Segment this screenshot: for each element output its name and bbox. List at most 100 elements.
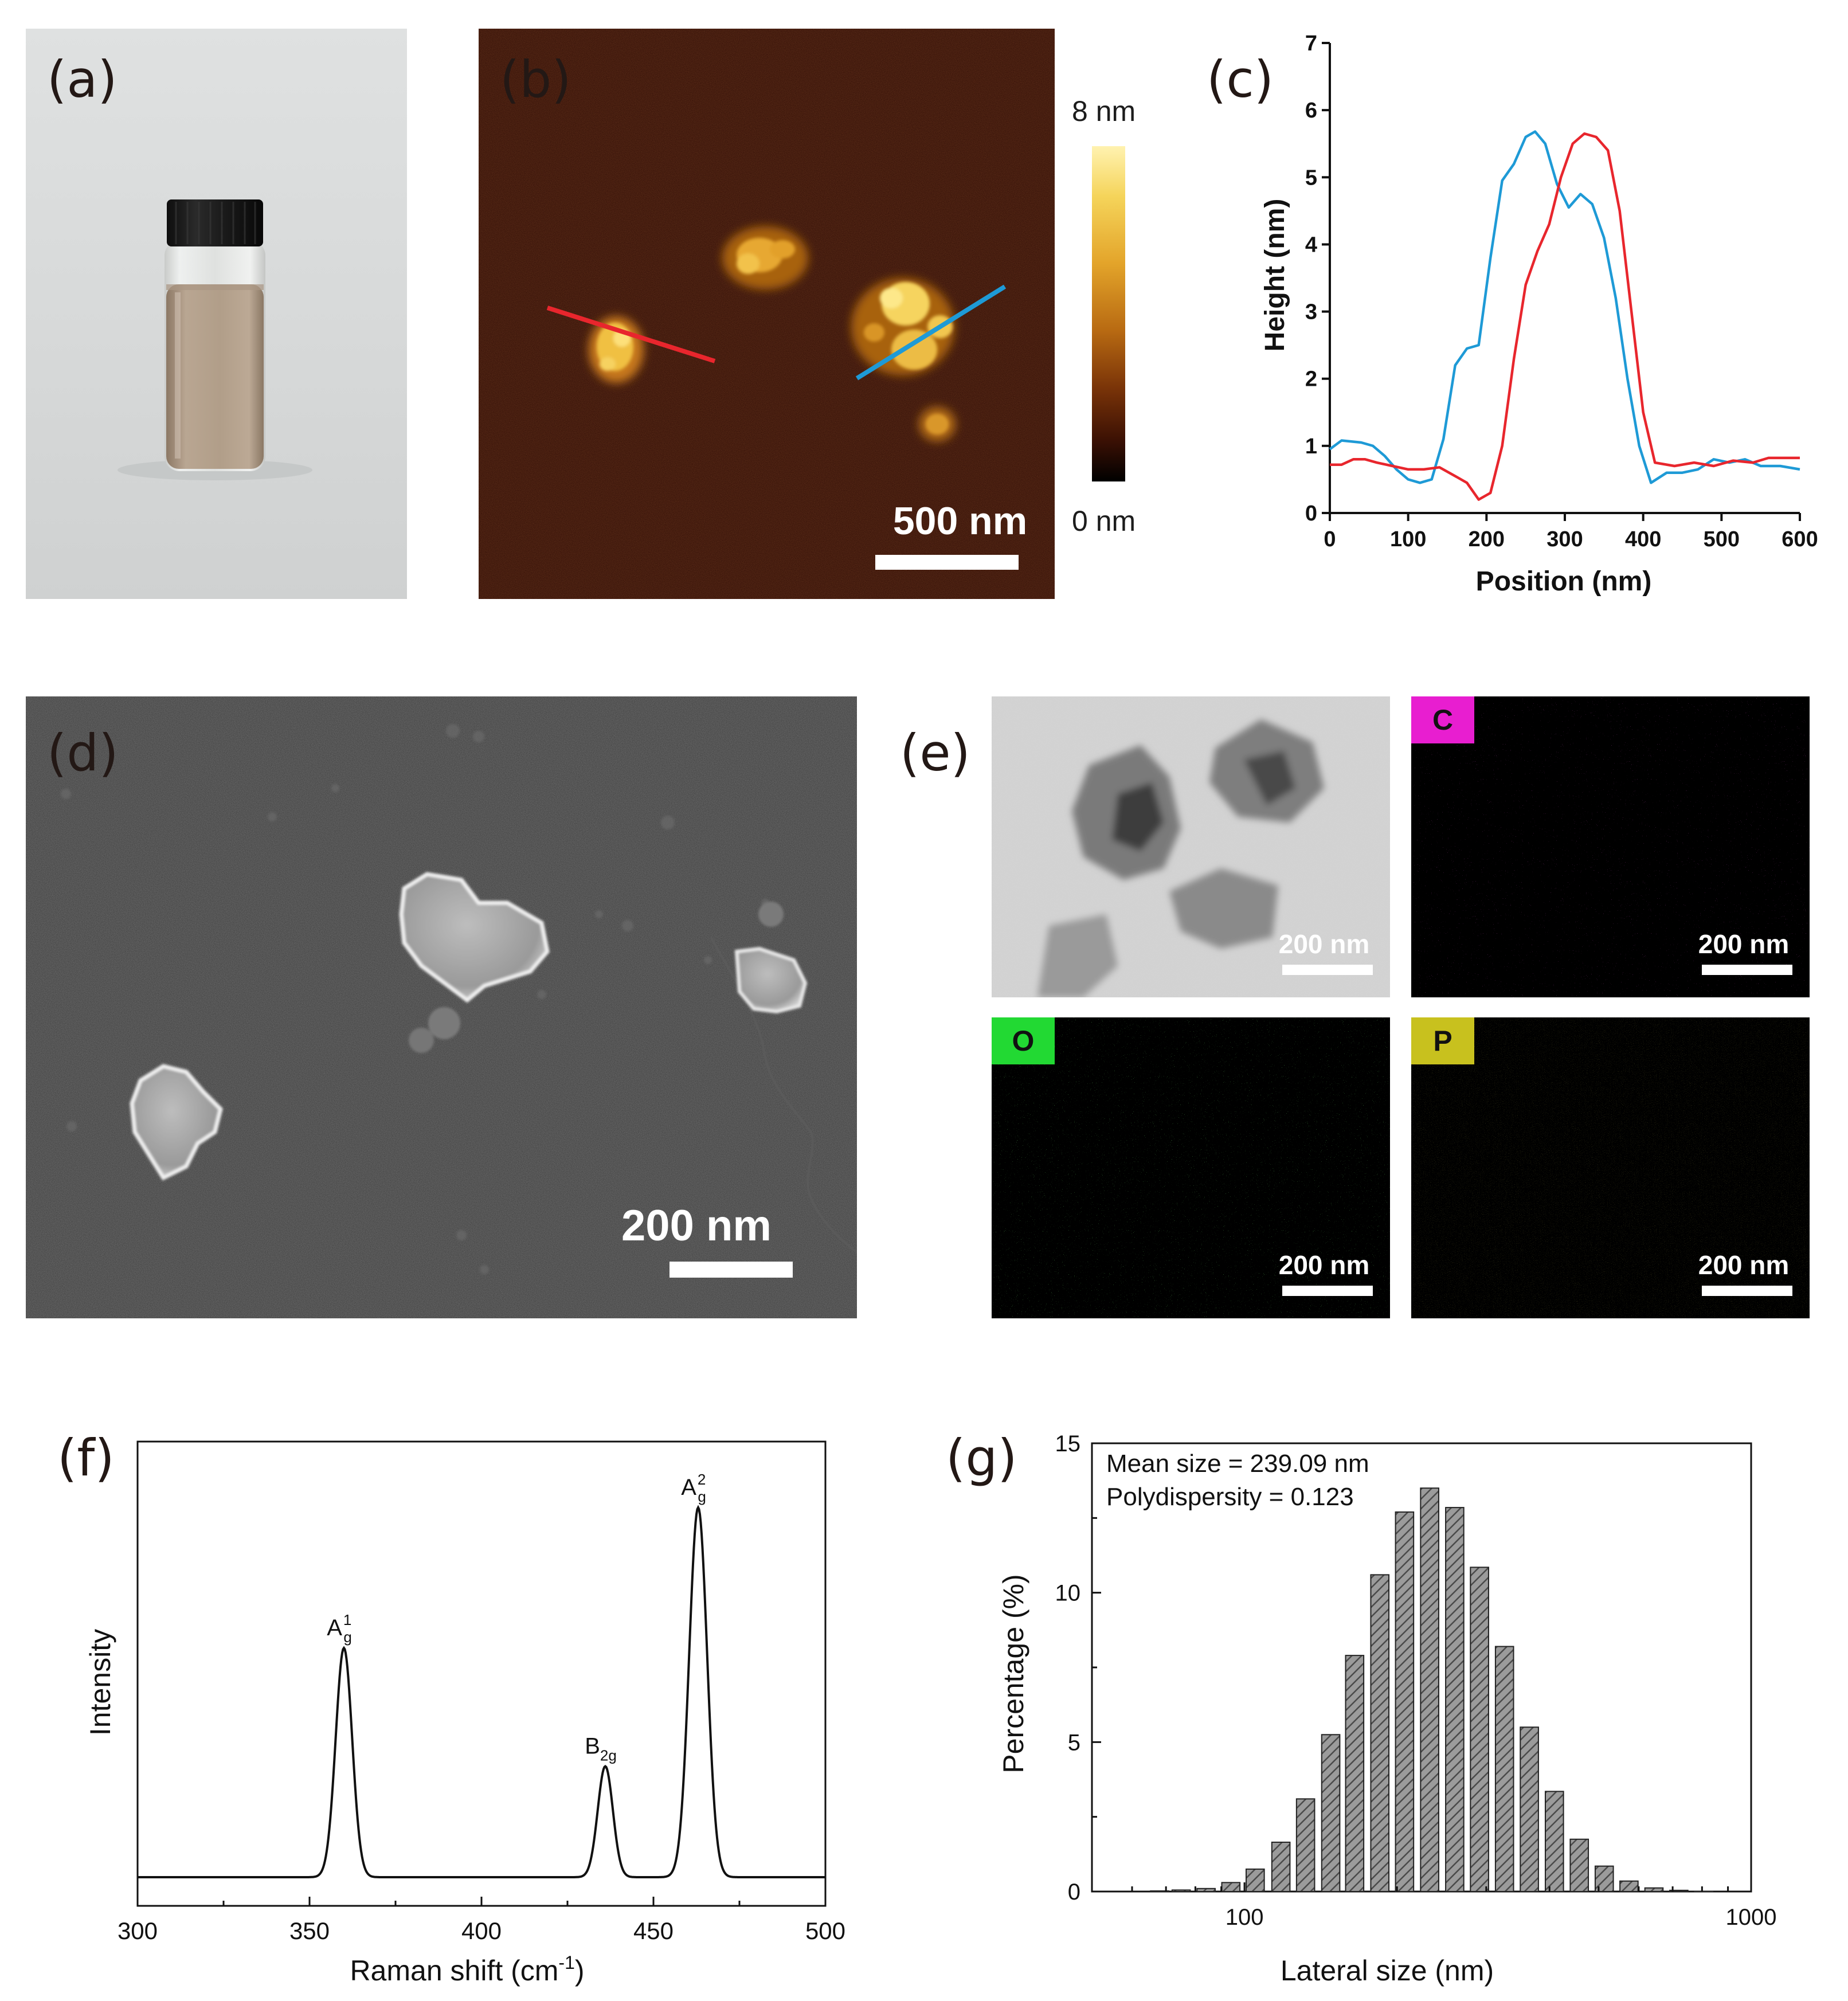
chart-g-bar-14 [1494,1646,1514,1892]
eds-tag-p: P [1411,1017,1474,1064]
chart-g-bar-22 [1694,1890,1714,1892]
colorbar-min-label: 0 nm [1072,505,1136,537]
panel-label-b: (b) [500,50,571,109]
chart-f-xlabel: Raman shift (cm-1) [350,1952,584,1987]
sem-image: 200 nm [26,696,857,1318]
chart-g-bar-17 [1569,1838,1589,1892]
chart-c-ytick-label: 7 [1305,32,1317,56]
chart-c-series-1 [1330,132,1800,501]
tem-micrograph [992,696,1390,997]
chart-g-bar-5 [1271,1841,1291,1892]
chart-g-bar-13 [1470,1567,1489,1892]
afm-scalebar-label: 500 nm [892,499,1028,543]
chart-g-annotation-1: Mean size = 239.09 nm [1106,1450,1369,1478]
panel-label-d: (d) [47,723,119,782]
chart-f-peak-label-2: A2 g [681,1471,706,1505]
vial-illustration [118,199,312,480]
chart-c-xtick-label: 300 [1546,527,1583,551]
chart-c-ytick-label: 3 [1305,300,1317,324]
tem-scalebar [1282,965,1373,975]
sem-scalebar [669,1262,793,1278]
chart-c-xtick-label: 100 [1390,527,1426,551]
panel-label-f: (f) [57,1428,115,1487]
chart-g-bar-11 [1420,1487,1439,1892]
chart-c-ytick-label: 1 [1305,434,1317,459]
chart-g-ytick-label: 0 [1068,1879,1080,1905]
chart-c-xtick-label: 600 [1782,527,1818,551]
chart-c-series-0 [1329,130,1800,484]
chart-c-xtick-label: 400 [1625,527,1661,551]
afm-scalebar [875,555,1019,570]
sem-micrograph [26,696,857,1318]
chart-g-bar-15 [1520,1726,1539,1892]
eds-map-o: O 200 nm [992,1017,1390,1318]
chart-g-bar-2 [1196,1888,1216,1893]
eds-p-scalebar [1702,1286,1792,1296]
chart-f-ylabel: Intensity [84,1629,116,1736]
chart-f-peak-label-1: B2g [585,1734,617,1764]
afm-image: 500 nm [479,29,1055,599]
chart-g-ytick-label: 5 [1068,1730,1080,1755]
chart-c-ytick-label: 6 [1305,99,1317,123]
height-profile-chart: 0 100 200 300 400 500 600 0 1 2 3 4 5 6 7 Position (nm… [1260,32,1818,597]
chart-c-xtick-label: 200 [1469,527,1505,551]
chart-f-xtick-label: 500 [805,1917,845,1944]
eds-map-c: C 200 nm [1411,696,1810,997]
tem-image: 200 nm [992,696,1390,997]
tem-scalebar-label: 200 nm [1278,929,1370,959]
chart-g-bar-3 [1221,1882,1241,1892]
eds-o-scalebar-label: 200 nm [1278,1250,1370,1280]
sem-scalebar-label: 200 nm [621,1201,772,1250]
chart-g-bar-20 [1644,1887,1664,1893]
eds-map-p: P 200 nm [1411,1017,1810,1318]
chart-g-bar-1 [1171,1889,1191,1892]
chart-c-xlabel: Position (nm) [1476,566,1652,597]
panel-label-c: (c) [1207,50,1274,109]
eds-tag-o: O [992,1017,1055,1064]
chart-c-ytick-label: 2 [1305,367,1317,391]
chart-f-xtick-label: 400 [461,1917,502,1944]
chart-c-xtick-label: 500 [1704,527,1740,551]
chart-g-annotation-2: Polydispersity = 0.123 [1106,1483,1354,1511]
afm-profile-line-red [546,306,716,363]
eds-c-scalebar-label: 200 nm [1698,929,1790,959]
chart-f-xtick-label: 300 [118,1917,158,1944]
eds-map-c-dots [1411,696,1810,997]
chart-c-ytick-label: 5 [1305,166,1317,190]
eds-map-p-dots [1411,1017,1810,1318]
panel-label-a: (a) [47,50,118,109]
eds-p-scalebar-label: 200 nm [1698,1250,1790,1280]
eds-map-o-dots [992,1017,1390,1318]
chart-f-xtick-label: 450 [633,1917,674,1944]
eds-o-scalebar [1282,1286,1373,1296]
eds-tag-c: C [1411,696,1474,743]
chart-c-ytick-label: 0 [1305,502,1317,526]
chart-c-ylabel: Height (nm) [1260,199,1290,352]
chart-g-xtick-label: 100 [1226,1905,1264,1930]
chart-g-bar-8 [1345,1655,1365,1892]
chart-g-ytick-label: 15 [1055,1431,1081,1456]
panel-label-g: (g) [946,1428,1017,1487]
chart-c-xtick-label: 0 [1324,527,1336,551]
chart-g-xlabel: Lateral size (nm) [1281,1955,1494,1987]
afm-colorbar [1092,146,1125,481]
chart-g-bar-12 [1445,1507,1465,1892]
afm-profile-line-blue [855,284,1007,381]
chart-g-bar-9 [1370,1574,1390,1892]
chart-f-spectrum-line [138,1505,825,1878]
chart-g-bar-4 [1246,1868,1265,1893]
vial-photo [26,29,407,599]
raman-spectrum-chart: 300 350 400 450 500 A1 g B2g A2 g Raman shift (cm… [84,1440,845,1987]
chart-f-xtick-label: 350 [289,1917,330,1944]
eds-c-scalebar [1702,965,1792,975]
chart-g-bar-19 [1619,1880,1639,1893]
chart-g-ylabel: Percentage (%) [997,1574,1029,1773]
afm-topography [479,29,1055,599]
chart-g-bar-6 [1295,1798,1315,1892]
chart-g-bar-10 [1395,1511,1415,1892]
chart-g-bar-16 [1544,1791,1564,1892]
chart-f-frame [136,1440,827,1907]
chart-g-xtick-label: 1000 [1726,1905,1777,1930]
chart-g-bar-0 [1150,1890,1169,1893]
chart-f-peak-label-0: A1 g [327,1611,352,1646]
